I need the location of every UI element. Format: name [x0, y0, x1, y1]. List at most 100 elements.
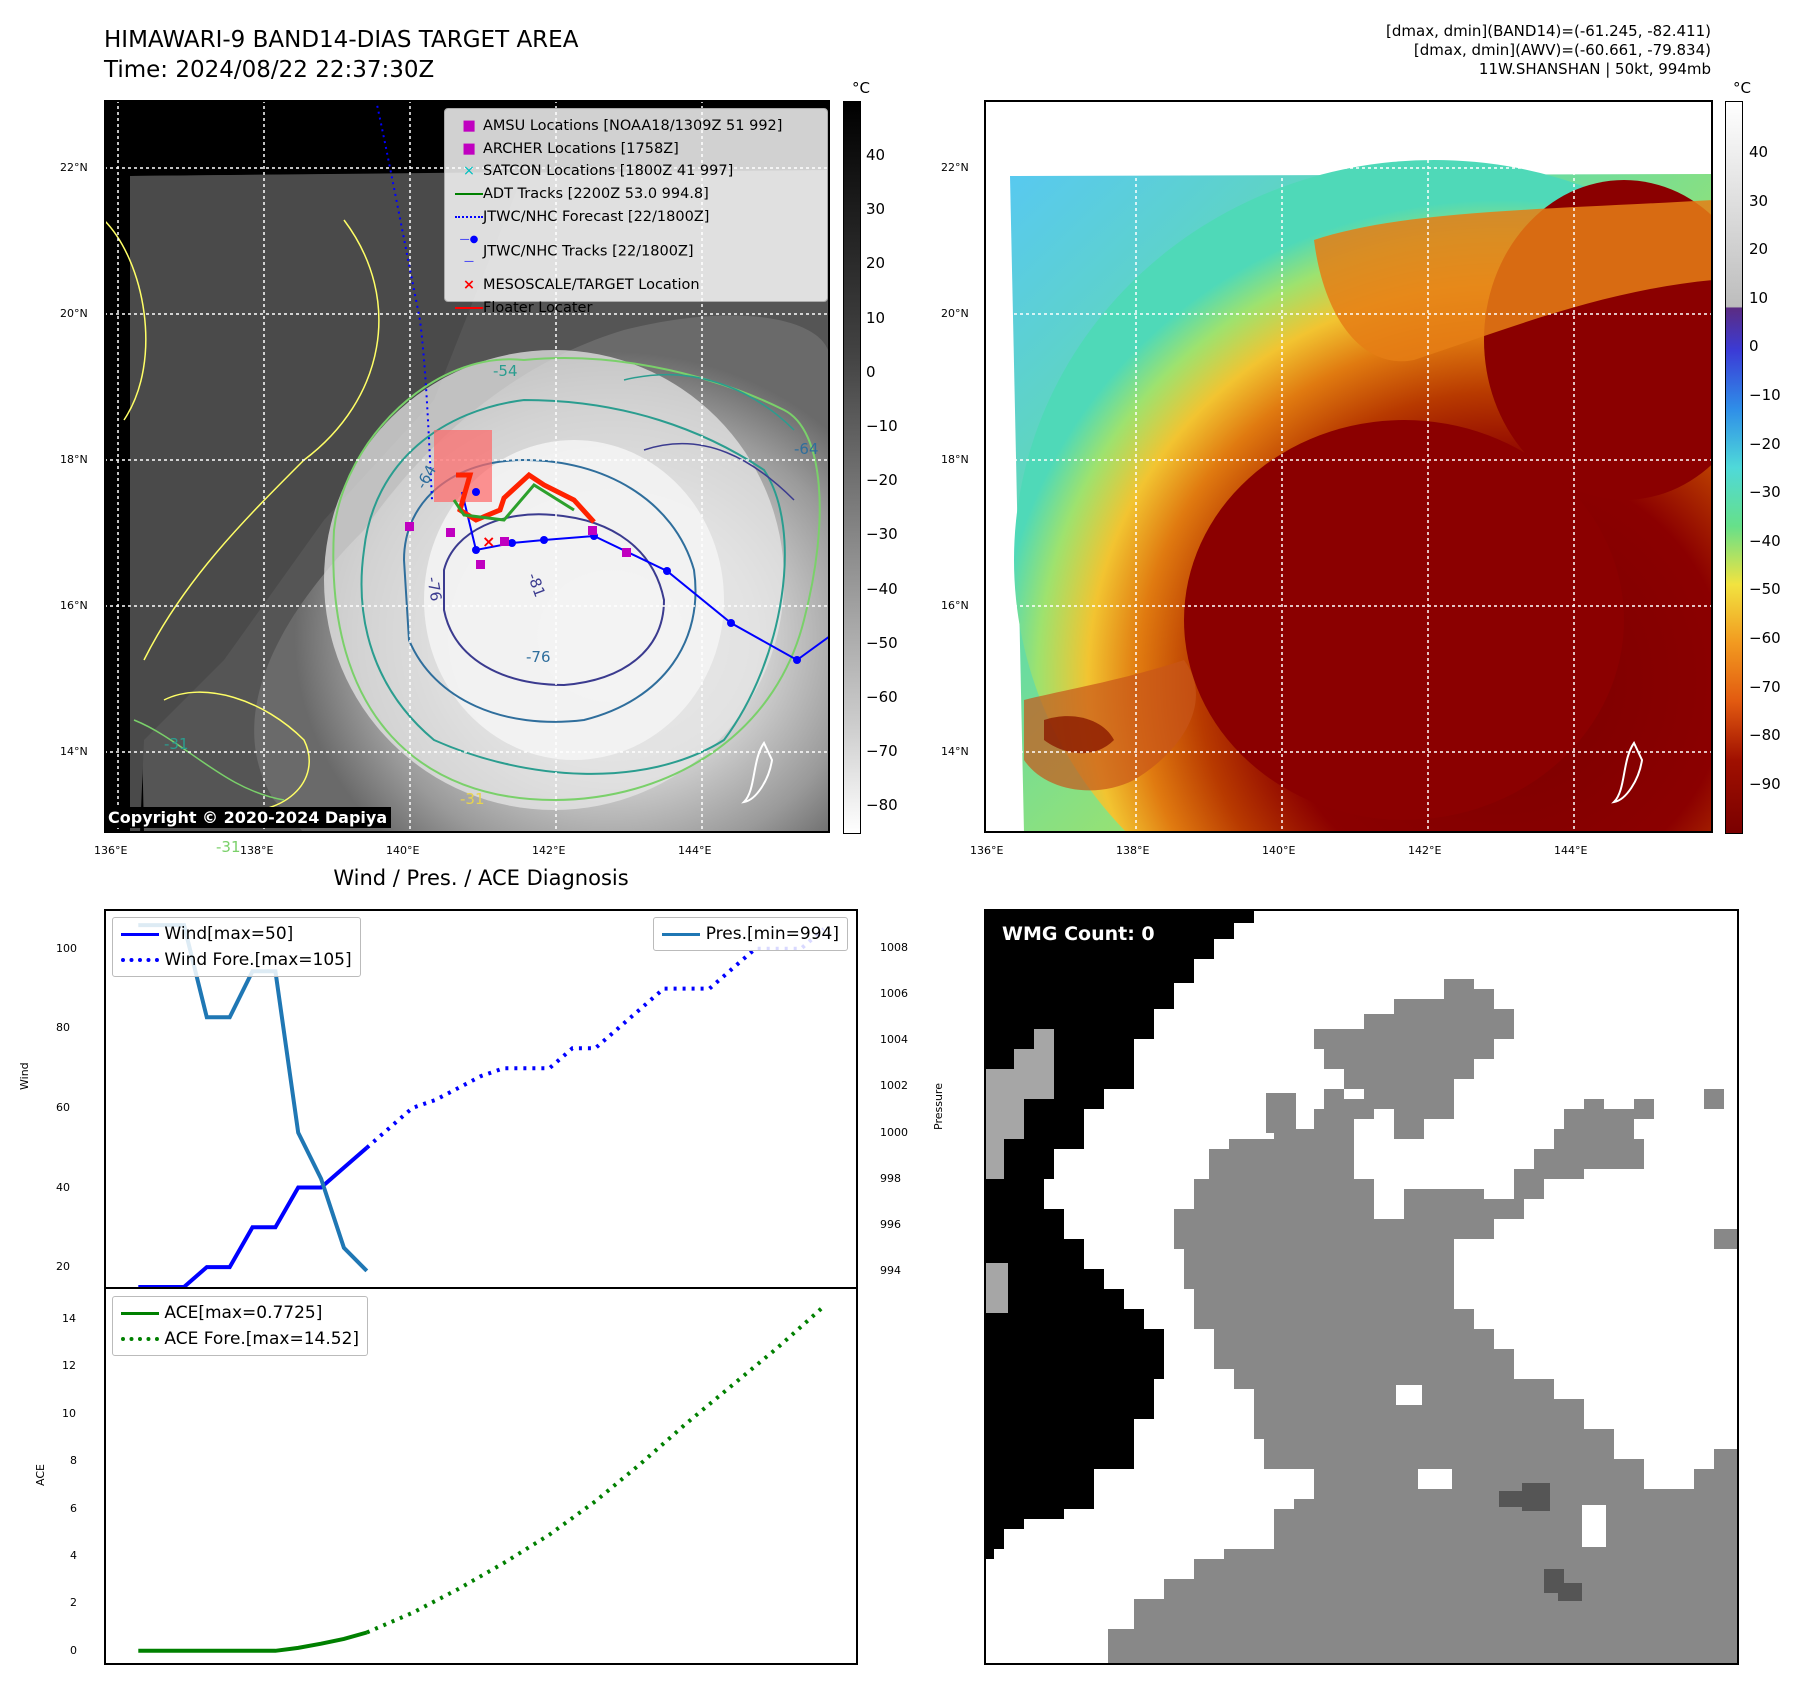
legend-item-archer: ■ ARCHER Locations [1758Z] — [462, 140, 679, 157]
legend-item-pressure: Pres.[min=994] — [662, 921, 839, 947]
wind-tick: 100 — [56, 941, 77, 955]
wind-legend: Wind[max=50] Wind Fore.[max=105] — [112, 917, 361, 977]
amsu-markers — [405, 522, 631, 569]
lat-label: 16°N — [60, 599, 88, 612]
lat-label: 22°N — [60, 161, 88, 174]
gray-colorbar — [843, 101, 861, 834]
awv-map-image — [984, 100, 1713, 833]
awv-range: [dmax, dmin](AWV)=(-60.661, -79.834) — [1413, 41, 1711, 59]
ace-legend: ACE[max=0.7725] ACE Fore.[max=14.52] — [112, 1296, 369, 1356]
colorbar-tick: 0 — [1749, 337, 1759, 356]
chart-time: Time: 2024/08/22 22:37:30Z — [104, 57, 435, 83]
copyright-label: Copyright © 2020-2024 Dapiya — [104, 807, 392, 828]
storm-info: 11W.SHANSHAN | 50kt, 994mb — [1478, 60, 1711, 78]
adt-track — [452, 483, 575, 522]
legend-item-ace: ACE[max=0.7725] — [121, 1300, 359, 1326]
legend-item-floater: Floater Locater — [455, 297, 782, 320]
legend-item-satcon: × SATCON Locations [1800Z 41 997] — [462, 163, 734, 180]
colorbar-tick: 10 — [866, 308, 886, 327]
color-colorbar-unit: °C — [1733, 79, 1751, 97]
colorbar-tick: −40 — [1749, 531, 1781, 550]
colorbar-tick: 20 — [1749, 240, 1769, 259]
colorbar-tick: 40 — [866, 146, 886, 164]
awv-map-grid — [984, 100, 1713, 833]
ace-tick: 2 — [70, 1596, 77, 1610]
colorbar-tick: −90 — [1749, 774, 1781, 793]
pressure-tick: 1004 — [880, 1033, 908, 1047]
wind-tick: 20 — [56, 1260, 70, 1274]
colorbar-tick: −30 — [1749, 483, 1781, 502]
colorbar-tick: −20 — [866, 471, 898, 490]
colorbar-tick: −10 — [866, 417, 898, 435]
lon-label: 136°E — [970, 844, 1004, 857]
colorbar-tick: −40 — [866, 579, 898, 598]
guam-outline — [741, 741, 774, 804]
ace-plot — [138, 1305, 826, 1653]
lat-label: 18°N — [941, 453, 969, 466]
ace-tick: 14 — [62, 1311, 76, 1325]
pressure-tick: 1006 — [880, 987, 908, 1001]
lat-label: 20°N — [941, 307, 969, 320]
ace-tick: 12 — [62, 1359, 76, 1373]
ace-tick: 8 — [70, 1454, 77, 1468]
wmg-count-label: WMG Count: 0 — [1002, 923, 1155, 945]
wmg-panel: WMG Count: 0 — [984, 909, 1739, 1664]
colorbar-tick: −80 — [866, 796, 898, 815]
legend-item-amsu: ■ AMSU Locations [NOAA18/1309Z 51 992] — [462, 118, 783, 134]
gray-colorbar-unit: °C — [852, 79, 870, 97]
ace-tick: 4 — [70, 1548, 77, 1562]
contour-label: -54 — [493, 362, 518, 380]
guam-outline — [1611, 741, 1644, 804]
jtwc-forecast-track — [375, 100, 433, 501]
lat-label: 20°N — [60, 307, 88, 320]
lon-label: 140°E — [386, 844, 420, 857]
lat-label: 22°N — [941, 161, 969, 174]
ir-map-panel: × -54 -64 -76 -81 -31 -64 -76 -31 -31 ■ A… — [104, 100, 830, 856]
contour-label: -31 — [164, 735, 189, 753]
lon-label: 138°E — [1116, 844, 1150, 857]
colorbar-tick: −10 — [1749, 386, 1781, 404]
lon-label: 144°E — [1554, 844, 1588, 857]
ace-tick: 6 — [70, 1501, 77, 1515]
contour-label: -31 — [216, 838, 241, 856]
colorbar-tick: −20 — [1749, 434, 1781, 453]
lat-label: 14°N — [60, 745, 88, 758]
pressure-tick: 996 — [880, 1217, 901, 1231]
pressure-tick: 1000 — [880, 1125, 908, 1139]
color-colorbar — [1725, 101, 1743, 834]
wind-line — [138, 1146, 369, 1287]
wmg-grid-image — [984, 909, 1739, 1664]
lat-label: 16°N — [941, 599, 969, 612]
colorbar-tick: 10 — [1749, 288, 1769, 307]
pressure-tick: 1008 — [880, 941, 908, 955]
ace-line — [138, 1630, 368, 1653]
pressure-tick: 1002 — [880, 1079, 908, 1093]
colorbar-tick: −70 — [1749, 677, 1781, 696]
lon-label: 142°E — [1408, 844, 1442, 857]
colorbar-tick: 30 — [866, 200, 886, 219]
lon-label: 136°E — [94, 844, 128, 857]
wind-pressure-panel: Wind[max=50] Wind Fore.[max=105] Pres.[m… — [104, 909, 858, 1287]
legend-item-jtwc-track: —●—JTWC/NHC Tracks [22/1800Z] — [459, 233, 694, 268]
floater-track — [456, 471, 596, 524]
target-location-marker: × — [482, 532, 495, 551]
colorbar-tick: −70 — [866, 742, 898, 761]
lat-label: 18°N — [60, 453, 88, 466]
pressure-tick: 998 — [880, 1171, 901, 1185]
colorbar-tick: −50 — [1749, 580, 1781, 599]
legend-item-jtwc-forecast: JTWC/NHC Forecast [22/1800Z] — [455, 206, 782, 229]
legend-item-target: × MESOSCALE/TARGET Location — [462, 276, 700, 293]
ir-map-frame — [104, 100, 830, 833]
ace-axis-label: ACE — [34, 1464, 47, 1486]
floater-box — [434, 430, 492, 502]
colorbar-tick: −60 — [1749, 629, 1781, 647]
lon-label: 138°E — [240, 844, 274, 857]
wind-tick: 60 — [56, 1100, 70, 1114]
lon-label: 142°E — [532, 844, 566, 857]
legend-item-wind: Wind[max=50] — [121, 921, 352, 947]
lat-label: 14°N — [941, 745, 969, 758]
colorbar-tick: 40 — [1749, 143, 1769, 161]
wind-pressure-frame — [104, 909, 858, 1289]
lon-label: 140°E — [1262, 844, 1296, 857]
map-legend: ■ AMSU Locations [NOAA18/1309Z 51 992] ■ A… — [444, 108, 828, 316]
